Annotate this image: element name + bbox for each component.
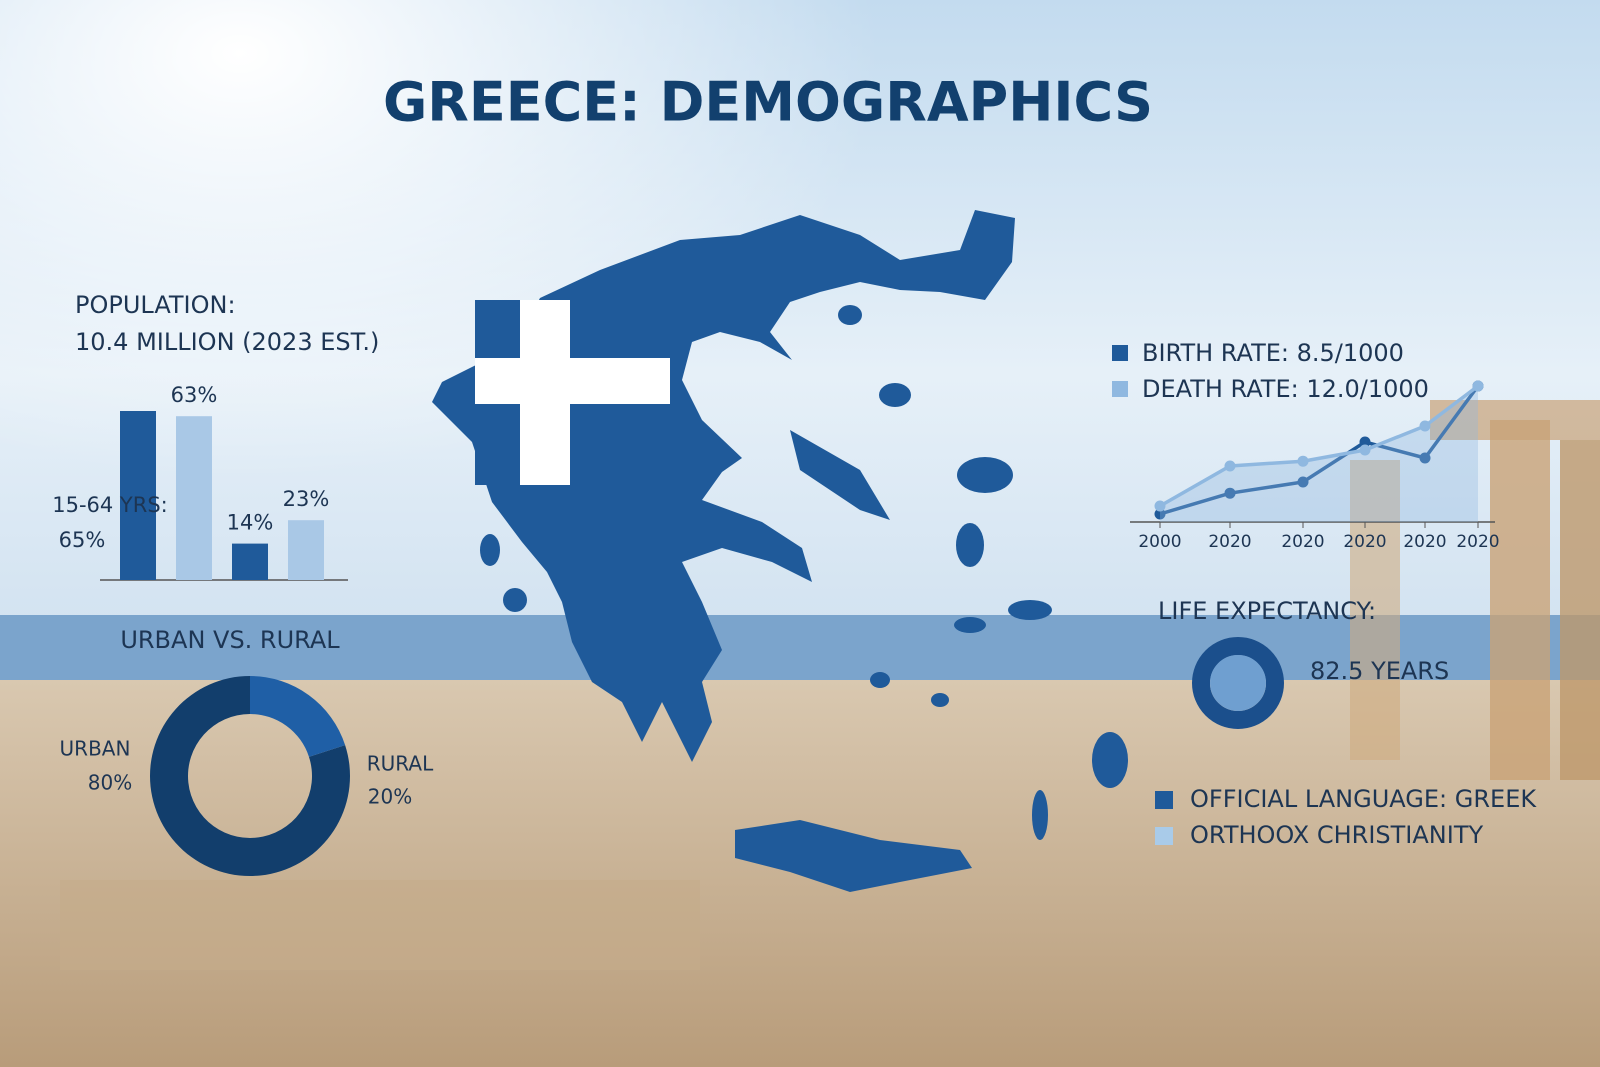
x-tick-label: 2000 xyxy=(1138,532,1181,552)
fact-text: OFFICIAL LANGUAGE: GREEK xyxy=(1190,785,1537,813)
map xyxy=(432,210,1128,892)
category-label: URBAN xyxy=(60,737,131,761)
chart-subtitle: 10.4 MILLION (2023 EST.) xyxy=(75,328,379,356)
x-tick-label: 2020 xyxy=(1456,532,1499,552)
x-tick-label: 2020 xyxy=(1281,532,1324,552)
value-label: 65% xyxy=(59,528,106,552)
point xyxy=(1224,487,1236,499)
life-inner xyxy=(1210,655,1266,711)
value-label: 63% xyxy=(171,383,218,407)
point xyxy=(1154,508,1166,520)
donut-segment xyxy=(250,676,346,757)
legend-swatch xyxy=(1112,381,1128,397)
donut-segment xyxy=(149,676,350,876)
point xyxy=(1359,444,1371,456)
point xyxy=(1297,476,1309,488)
value-label: 23% xyxy=(283,487,330,511)
bar xyxy=(176,416,212,580)
life-ring xyxy=(1192,637,1284,729)
point xyxy=(1359,436,1371,448)
category-label: RURAL xyxy=(367,752,434,776)
bar xyxy=(232,543,268,580)
fact-swatch xyxy=(1155,791,1173,809)
point xyxy=(1419,452,1431,464)
title: GREECE: DEMOGRAPHICS xyxy=(383,71,1153,134)
legend-swatch xyxy=(1112,345,1128,361)
line xyxy=(1159,384,1480,508)
x-tick-label: 2020 xyxy=(1403,532,1446,552)
area xyxy=(1160,386,1478,522)
fact-swatch xyxy=(1155,827,1173,845)
value-label: 14% xyxy=(227,511,274,535)
line xyxy=(1159,384,1480,516)
value-label: 20% xyxy=(368,785,412,809)
legend-label: BIRTH RATE: 8.5/1000 xyxy=(1142,339,1404,367)
bar xyxy=(288,520,324,580)
point xyxy=(1419,420,1431,432)
point xyxy=(1472,380,1484,392)
legend-label: DEATH RATE: 12.0/1000 xyxy=(1142,375,1429,403)
value-label: 80% xyxy=(88,771,132,795)
life-expectancy-label: LIFE EXPECTANCY: xyxy=(1158,597,1376,625)
fact-text: ORTHOOX CHRISTIANITY xyxy=(1190,821,1483,849)
point xyxy=(1224,460,1236,472)
x-tick-label: 2020 xyxy=(1343,532,1386,552)
life-expectancy-value: 82.5 YEARS xyxy=(1310,657,1449,685)
chart-title: POPULATION: xyxy=(75,291,236,319)
point xyxy=(1297,455,1309,467)
point xyxy=(1154,500,1166,512)
category-label: 15-64 YRS: xyxy=(52,493,168,517)
x-tick-label: 2020 xyxy=(1208,532,1251,552)
bar xyxy=(120,411,156,580)
chart-title: URBAN VS. RURAL xyxy=(120,626,340,654)
